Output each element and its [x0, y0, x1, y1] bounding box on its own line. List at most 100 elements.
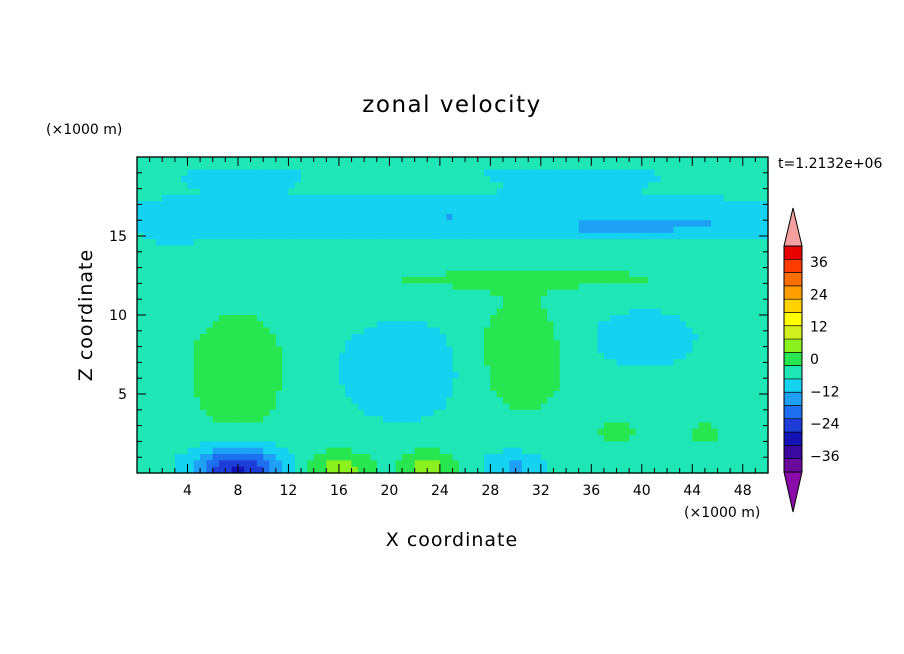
field-cell [187, 194, 195, 202]
field-cell [376, 435, 384, 442]
field-cell [547, 428, 555, 436]
field-cell [471, 333, 479, 341]
field-cell [420, 194, 428, 202]
field-cell [212, 169, 220, 177]
field-cell [408, 315, 416, 322]
field-cell [237, 163, 245, 171]
field-cell [559, 258, 567, 266]
field-cell [376, 422, 384, 430]
field-cell [269, 460, 277, 468]
field-cell [591, 251, 599, 259]
field-cell [433, 302, 441, 310]
field-cell [679, 289, 687, 297]
field-cell [383, 422, 390, 430]
field-cell [711, 264, 719, 272]
field-cell [717, 207, 725, 215]
field-cell [143, 270, 151, 278]
field-cell [509, 315, 517, 322]
field-cell [294, 435, 302, 442]
field-cell [502, 232, 510, 240]
field-cell [345, 454, 353, 461]
field-cell [219, 447, 226, 455]
field-cell [162, 194, 170, 202]
field-cell [704, 207, 712, 215]
field-cell [319, 384, 327, 392]
field-cell [654, 251, 662, 259]
field-cell [351, 245, 359, 253]
field-cell [717, 251, 725, 259]
field-cell [610, 315, 618, 322]
field-cell [591, 232, 599, 240]
field-cell [641, 194, 649, 202]
field-cell [660, 182, 668, 190]
field-cell [692, 428, 700, 436]
field-cell [484, 289, 491, 297]
field-cell [553, 308, 561, 316]
field-cell [338, 352, 346, 360]
field-cell [345, 220, 353, 228]
field-cell [717, 239, 725, 247]
field-cell [673, 232, 681, 240]
field-cell [559, 390, 567, 398]
field-cell [477, 277, 485, 284]
field-cell [749, 251, 756, 259]
field-cell [206, 251, 214, 259]
field-cell [597, 359, 605, 367]
field-cell [585, 390, 592, 398]
field-cell [181, 283, 189, 291]
field-cell [635, 175, 643, 183]
field-cell [496, 315, 504, 322]
field-cell [755, 327, 763, 335]
field-cell [206, 232, 214, 240]
field-cell [591, 163, 599, 171]
field-cell [155, 428, 163, 436]
field-cell [364, 251, 372, 259]
field-cell [370, 416, 378, 424]
field-cell [704, 333, 712, 341]
field-cell [730, 207, 738, 215]
field-cell [742, 447, 750, 455]
field-cell [345, 390, 353, 398]
field-cell [408, 333, 416, 341]
field-cell [250, 390, 258, 398]
field-cell [730, 416, 738, 424]
field-cell [496, 428, 504, 436]
field-cell [433, 270, 441, 278]
field-cell [427, 239, 435, 247]
field-cell [250, 454, 258, 461]
field-cell [332, 207, 340, 215]
field-cell [168, 371, 176, 379]
field-cell [408, 302, 416, 310]
field-cell [263, 194, 271, 202]
field-cell [521, 213, 529, 221]
field-cell [174, 346, 182, 354]
field-cell [717, 277, 725, 284]
field-cell [212, 390, 220, 398]
field-cell [219, 315, 226, 322]
field-cell [685, 346, 693, 354]
field-cell [755, 447, 763, 455]
field-cell [458, 283, 466, 291]
field-cell [471, 175, 479, 183]
field-cell [616, 378, 624, 386]
field-cell [667, 397, 674, 405]
field-cell [717, 220, 725, 228]
field-cell [137, 220, 144, 228]
field-cell [572, 466, 580, 474]
field-cell [578, 283, 586, 291]
field-cell [439, 441, 447, 449]
field-cell [294, 182, 302, 190]
field-cell [572, 397, 580, 405]
field-cell [490, 232, 498, 240]
field-cell [244, 194, 252, 202]
field-cell [275, 371, 283, 379]
field-cell [597, 264, 605, 272]
field-cell [648, 333, 656, 341]
field-cell [446, 182, 454, 190]
field-cell [648, 384, 656, 392]
field-cell [685, 397, 693, 405]
field-cell [654, 258, 662, 266]
field-cell [553, 327, 561, 335]
field-cell [357, 371, 365, 379]
field-cell [181, 340, 189, 348]
